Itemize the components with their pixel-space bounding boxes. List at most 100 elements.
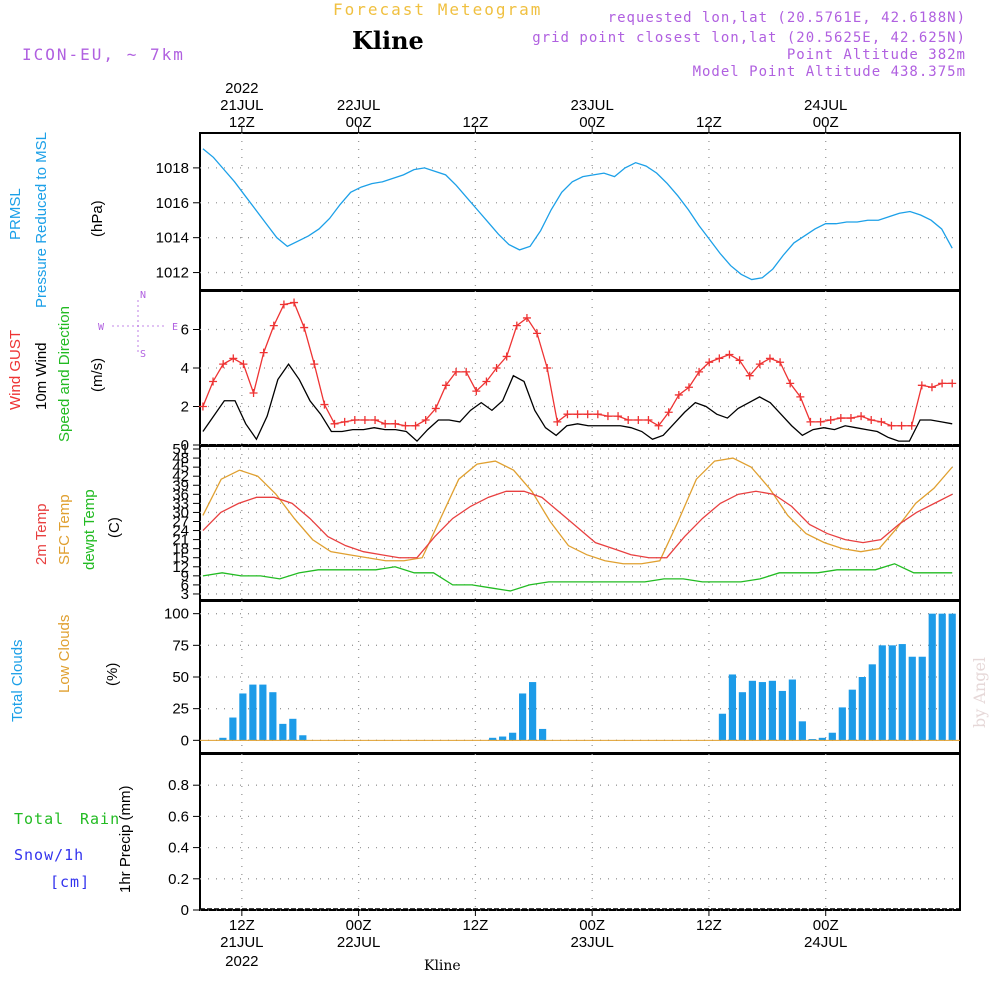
gust-marker bbox=[462, 367, 471, 376]
bottom-time-label: 00Z bbox=[346, 917, 372, 934]
temp-tick-label: 45 bbox=[172, 459, 189, 476]
total-cloud-bar bbox=[738, 692, 747, 741]
gust-marker bbox=[867, 415, 876, 424]
top-time-label: 00Z bbox=[579, 114, 605, 131]
total-cloud-bar bbox=[249, 684, 257, 741]
gust-marker bbox=[654, 421, 663, 430]
precip-rain-label: Rain bbox=[80, 810, 121, 828]
total-cloud-bar bbox=[239, 693, 247, 741]
total-cloud-bar bbox=[948, 613, 956, 741]
gust-marker bbox=[907, 421, 916, 430]
total-cloud-bar bbox=[868, 664, 876, 741]
compass-glyph: W E N S bbox=[98, 290, 178, 360]
gust-marker bbox=[249, 389, 258, 398]
gust-marker bbox=[786, 379, 795, 388]
precip-panel-frame bbox=[199, 753, 961, 911]
gust-marker bbox=[320, 400, 329, 409]
gust-marker bbox=[401, 421, 410, 430]
temp-tick-label: 9 bbox=[181, 568, 189, 585]
total-cloud-bar bbox=[768, 680, 776, 741]
temp-tick-label: 30 bbox=[172, 504, 189, 521]
gust-marker bbox=[310, 360, 319, 369]
gust-marker bbox=[887, 421, 896, 430]
gust-marker bbox=[350, 415, 359, 424]
bottom-time-label: 12Z bbox=[462, 917, 488, 934]
wind-tick-label: 6 bbox=[181, 322, 189, 339]
pressure-panel-frame bbox=[199, 132, 961, 291]
gust-marker bbox=[371, 415, 380, 424]
total-cloud-bar bbox=[788, 679, 796, 741]
bottom-time-label: 21JUL bbox=[220, 934, 263, 951]
gust-marker bbox=[684, 383, 693, 392]
gust-marker bbox=[239, 360, 248, 369]
total-cloud-bar bbox=[728, 674, 737, 741]
total-cloud-bar bbox=[878, 645, 886, 741]
bottom-time-label: 12Z bbox=[229, 917, 255, 934]
gust-marker bbox=[391, 419, 400, 428]
precip-tick-label: 0.8 bbox=[168, 777, 189, 794]
gust-marker bbox=[421, 415, 430, 424]
gust-marker bbox=[340, 417, 349, 426]
compass-letter: S bbox=[140, 349, 146, 360]
gust-marker bbox=[279, 300, 288, 309]
clouds-tick-label: 25 bbox=[172, 701, 189, 718]
total-cloud-bar bbox=[818, 737, 826, 741]
precip-total-label: Total bbox=[14, 810, 65, 828]
gust-marker bbox=[573, 410, 582, 419]
dewpt-line bbox=[202, 563, 953, 592]
gust-marker bbox=[765, 354, 774, 363]
model-altitude: Model Point Altitude 438.375m bbox=[692, 64, 966, 80]
gust-marker bbox=[330, 419, 339, 428]
gust-marker bbox=[877, 417, 886, 426]
gust-marker bbox=[229, 354, 238, 363]
top-time-label: 24JUL bbox=[804, 97, 847, 114]
temp-tick-label: 18 bbox=[172, 541, 189, 558]
bottom-time-label: 24JUL bbox=[804, 934, 847, 951]
total-cloud-bar bbox=[928, 613, 936, 741]
gust-marker bbox=[705, 358, 714, 367]
precip-tick-label: 0.2 bbox=[168, 871, 189, 888]
gust-marker bbox=[431, 404, 440, 413]
temp-tick-label: 42 bbox=[172, 468, 189, 485]
bottom-time-label: 2022 bbox=[225, 953, 258, 970]
gust-marker bbox=[624, 415, 633, 424]
requested-coords: requested lon,lat (20.5761E, 42.6188N) bbox=[607, 10, 966, 26]
total-cloud-bar bbox=[758, 682, 766, 741]
total-cloud-bar bbox=[908, 656, 916, 741]
bottom-time-label: 00Z bbox=[579, 917, 605, 934]
total-cloud-bar bbox=[938, 613, 946, 741]
pressure-tick-label: 1012 bbox=[156, 265, 189, 282]
total-cloud-bar bbox=[778, 690, 786, 741]
clouds-tick-label: 0 bbox=[181, 732, 189, 749]
top-time-label: 21JUL bbox=[220, 97, 263, 114]
gust-marker bbox=[938, 379, 947, 388]
pressure-line bbox=[202, 148, 953, 281]
gust-marker bbox=[674, 390, 683, 399]
gust-marker bbox=[441, 381, 450, 390]
top-time-label: 2022 bbox=[225, 80, 258, 97]
gust-marker bbox=[846, 414, 855, 423]
location-title: Kline bbox=[352, 26, 424, 55]
gust-marker bbox=[512, 321, 521, 330]
temp-tick-label: 48 bbox=[172, 450, 189, 467]
total-cloud-bar bbox=[229, 717, 237, 741]
temp-tick-label: 12 bbox=[172, 559, 189, 576]
grid-coords: grid point closest lon,lat (20.5625E, 42… bbox=[532, 30, 966, 46]
total-cloud-bar bbox=[259, 684, 267, 741]
gust-marker bbox=[411, 421, 420, 430]
gust-marker bbox=[381, 419, 390, 428]
total-cloud-bar bbox=[529, 682, 537, 741]
gust-marker bbox=[634, 415, 643, 424]
gust-marker bbox=[543, 364, 552, 372]
gust-marker bbox=[735, 356, 744, 365]
gust-marker bbox=[695, 367, 704, 376]
total-cloud-bar bbox=[848, 689, 856, 741]
bottom-time-label: 12Z bbox=[696, 917, 722, 934]
temp-tick-label: 51 bbox=[172, 441, 189, 458]
gust-marker bbox=[806, 417, 815, 426]
gust-marker bbox=[198, 402, 207, 411]
gust-marker bbox=[563, 410, 572, 419]
gust-marker bbox=[603, 412, 612, 421]
gust-marker bbox=[300, 323, 309, 332]
